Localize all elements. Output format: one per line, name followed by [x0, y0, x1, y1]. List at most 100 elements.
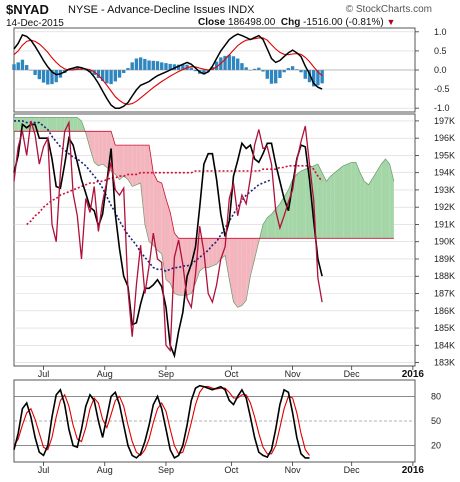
macd-histogram-bar: [252, 68, 257, 70]
description-text: NYSE - Advance-Decline Issues: [68, 4, 226, 16]
cloud-segment-bullish: [381, 158, 386, 239]
macd-histogram-bar: [155, 61, 160, 70]
macd-histogram-bar: [299, 70, 303, 73]
brand-logo[interactable]: © StockCharts.com: [345, 4, 432, 15]
stochastic-x-tick-label: Sep: [158, 465, 174, 475]
macd-histogram-bar: [227, 54, 231, 70]
macd-histogram-bar: [176, 64, 181, 70]
macd-histogram-bar: [210, 66, 215, 70]
cloud-segment-bullish: [355, 162, 361, 239]
price-x-tick-label: Jul: [38, 369, 50, 379]
price-x-tick-label: 2016: [402, 369, 425, 380]
close-label: Close: [198, 17, 226, 28]
cloud-segment-bullish: [56, 117, 61, 132]
macd-histogram-bar: [109, 70, 113, 85]
cloud-segment-bearish: [132, 145, 137, 187]
cloud-segment-bullish: [43, 117, 48, 132]
macd-histogram-bar: [143, 58, 147, 70]
macd-histogram-bar: [41, 70, 46, 83]
macd-histogram-bar: [320, 70, 324, 84]
cloud-segment-bearish: [119, 145, 124, 180]
macd-histogram-bar: [168, 63, 172, 70]
cloud-segment-bearish: [136, 145, 141, 185]
macd-histogram-bar: [189, 67, 193, 70]
stochastic-tick-label: 20: [431, 441, 441, 451]
cloud-segment-bearish: [115, 145, 120, 180]
cloud-segment-bullish: [68, 117, 74, 132]
stochastic-k-line: [13, 384, 310, 460]
cloud-segment-bearish: [98, 131, 103, 166]
macd-histogram-bar: [223, 55, 227, 70]
cloud-segment-bearish: [220, 238, 226, 259]
cloud-segment-bearish: [174, 233, 179, 296]
price-x-tick-label: Oct: [224, 369, 239, 379]
cloud-segment-bullish: [267, 214, 272, 239]
cloud-segment-bearish: [229, 238, 234, 303]
macd-histogram-bar: [130, 62, 134, 70]
cloud-segment-bullish: [389, 164, 394, 239]
macd-histogram-bar: [181, 64, 185, 70]
macd-histogram-bar: [71, 68, 75, 70]
chart-date: 14-Dec-2015: [6, 18, 64, 29]
macd-histogram-bar: [202, 70, 206, 75]
macd-histogram-bar: [265, 70, 269, 79]
cloud-segment-bearish: [149, 145, 154, 246]
macd-histogram-bar: [54, 70, 58, 83]
cloud-segment-bearish: [250, 238, 255, 277]
macd-tick-label: 0.5: [434, 46, 447, 56]
macd-histogram-bar: [134, 58, 139, 70]
macd-tick-label: 0.0: [434, 65, 447, 75]
stochastic-d-line: [13, 386, 310, 457]
price-close-line: [13, 120, 323, 353]
cloud-segment-bullish: [14, 117, 19, 132]
macd-histogram-bar: [37, 70, 42, 80]
macd-histogram-bar: [257, 67, 261, 70]
macd-histogram-bar: [214, 61, 219, 70]
macd-histogram-bar: [172, 64, 177, 70]
cloud-segment-bullish: [60, 117, 65, 132]
macd-histogram-bar: [164, 63, 168, 70]
cloud-segment-bullish: [339, 165, 344, 239]
macd-tick-label: -0.5: [434, 84, 450, 94]
macd-histogram-bar: [96, 70, 101, 79]
cloud-segment-bearish: [187, 238, 192, 296]
stochastic-x-tick-label: Oct: [224, 465, 239, 475]
cloud-segment-bullish: [279, 196, 285, 239]
macd-histogram-bar: [33, 70, 37, 75]
price-tick-label: 194K: [434, 168, 455, 178]
chg-value: -1516.00 (-0.81%): [303, 17, 384, 28]
macd-histogram-bar: [290, 66, 295, 70]
price-tick-label: 189K: [434, 254, 455, 264]
price-tick-label: 183K: [434, 358, 455, 368]
price-tick-label: 190K: [434, 237, 455, 247]
cloud-segment-bearish: [233, 238, 238, 308]
cloud-segment-bullish: [347, 162, 352, 239]
macd-histogram-bar: [274, 70, 278, 84]
macd-histogram-bar: [303, 70, 307, 79]
macd-histogram-bar: [126, 68, 130, 70]
down-arrow-icon: ▼: [386, 17, 396, 27]
cloud-segment-bearish: [237, 238, 242, 308]
macd-histogram-bar: [316, 70, 320, 86]
price-tick-label: 188K: [434, 271, 455, 281]
stochastic-x-tick-label: Nov: [285, 465, 302, 475]
macd-histogram-bar: [307, 70, 312, 83]
macd-histogram-bar: [151, 60, 155, 70]
macd-histogram-bar: [244, 67, 248, 70]
cloud-segment-bearish: [241, 238, 247, 306]
price-tick-label: 187K: [434, 289, 455, 299]
cloud-segment-bearish: [225, 238, 230, 280]
macd-histogram-bar: [100, 70, 105, 82]
cloud-segment-bearish: [157, 181, 162, 254]
macd-histogram-bar: [236, 58, 240, 70]
cloud-segment-bullish: [368, 177, 373, 239]
cloud-segment-bullish: [330, 172, 335, 239]
macd-histogram-bar: [20, 59, 25, 70]
symbol-description: NYSE - Advance-Decline Issues INDX: [68, 4, 254, 16]
cloud-segment-bullish: [292, 174, 297, 239]
macd-histogram-bar: [282, 70, 286, 73]
cloud-segment-bullish: [364, 181, 369, 239]
macd-histogram-bar: [50, 70, 54, 85]
cloud-segment-bullish: [73, 117, 78, 132]
